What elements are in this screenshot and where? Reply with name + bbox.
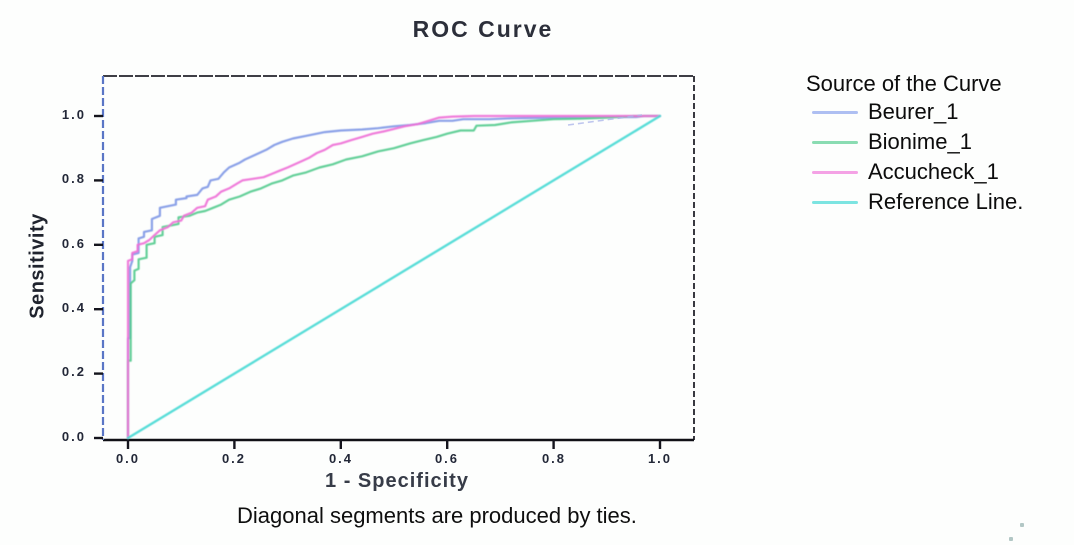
x-tick-label: 0.4 [328, 451, 354, 466]
series-reference-line- [126, 114, 662, 440]
footnote-caption: Diagonal segments are produced by ties. [237, 503, 637, 528]
y-tick-marks [94, 114, 103, 440]
y-tick-label: 0.6 [61, 236, 86, 251]
legend-item: Accucheck_1 [800, 157, 1074, 187]
legend-line-swatch-beurer [812, 110, 858, 114]
series-bionime_1 [126, 114, 662, 440]
legend-title: Source of the Curve [806, 71, 1002, 96]
legend-line-swatch-accucheck [812, 170, 858, 174]
x-axis-title: 1 - Specificity [325, 470, 469, 492]
roc-curves [126, 114, 662, 440]
y-axis-title: Sensitivity [26, 213, 49, 319]
legend-line-swatch-bionime [812, 140, 858, 144]
scan-speck [1009, 537, 1013, 541]
x-tick-label: 0.8 [541, 451, 567, 466]
x-tick-label: 0.0 [115, 451, 141, 466]
series-accucheck_1 [126, 114, 662, 440]
x-tick-marks [126, 440, 662, 449]
y-tick-label: 1.0 [61, 107, 86, 122]
legend-label: Bionime_1 [868, 129, 972, 154]
series-beurer_1 [126, 114, 662, 440]
legend: Source of the Curve Beurer_1 Bionime_1 A… [800, 70, 1074, 217]
y-tick-label: 0.4 [61, 300, 86, 315]
legend-line-swatch-reference [812, 200, 858, 204]
legend-label: Beurer_1 [868, 99, 959, 124]
chart-title: ROC Curve [412, 16, 554, 42]
x-tick-label: 1.0 [647, 451, 673, 466]
scan-speck [1020, 523, 1024, 527]
legend-label: Accucheck_1 [868, 159, 999, 184]
scan-artifact-dashes [567, 114, 643, 126]
y-tick-label: 0.2 [61, 364, 86, 379]
y-tick-label: 0.0 [61, 429, 86, 444]
legend-label: Reference Line. [868, 189, 1024, 214]
legend-item: Reference Line. [800, 187, 1074, 217]
legend-item: Beurer_1 [800, 97, 1074, 127]
legend-item: Bionime_1 [800, 127, 1074, 157]
x-tick-label: 0.6 [434, 451, 460, 466]
x-tick-label: 0.2 [221, 451, 247, 466]
y-tick-label: 0.8 [61, 171, 86, 186]
